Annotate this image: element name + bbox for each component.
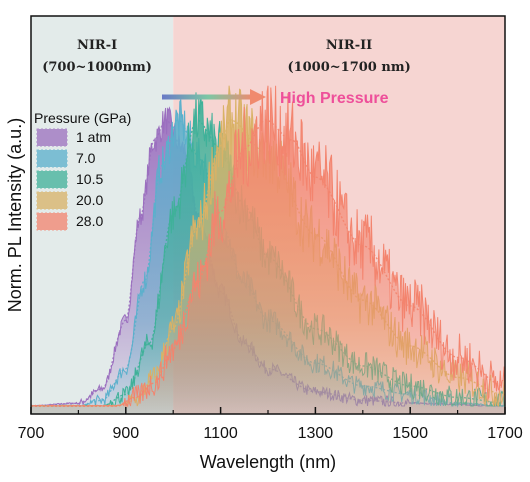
- region-label-nir-ii: NIR-II: [326, 38, 372, 53]
- x-tick-label: 900: [112, 425, 139, 442]
- axes-layer: 700 900 1100 1300 1500 1700: [18, 15, 523, 442]
- x-tick-label: 1100: [203, 425, 238, 442]
- series-line-28.0: [30, 85, 506, 408]
- legend-title: Pressure (GPa): [34, 110, 131, 126]
- legend-swatch-1-atm: [36, 128, 68, 147]
- region-label-nir-i: NIR-I: [77, 38, 117, 53]
- legend-label-10.5: 10.5: [76, 171, 103, 187]
- legend-label-20.0: 20.0: [76, 192, 103, 208]
- legend-swatch-20.0: [36, 191, 68, 210]
- x-tick-label: 700: [18, 425, 45, 442]
- legend: 1 atm 7.0 10.5 20.0 28.0: [36, 128, 111, 231]
- legend-swatch-28.0: [36, 212, 68, 231]
- x-tick-label: 1300: [298, 425, 334, 442]
- region-range-nir-i: (700~1000nm): [42, 60, 152, 75]
- text-layer: NIR-I (700~1000nm) NIR-II (1000~1700 nm)…: [5, 38, 411, 472]
- x-tick-label: 1500: [392, 425, 428, 442]
- high-pressure-annotation: High Pressure: [280, 90, 389, 107]
- region-range-nir-ii: (1000~1700 nm): [287, 60, 410, 75]
- series-area-28.0: [31, 85, 505, 414]
- series-fit-28.0: [31, 119, 506, 407]
- legend-label-28.0: 28.0: [76, 213, 103, 229]
- x-axis-title: Wavelength (nm): [200, 452, 336, 472]
- legend-swatch-10.5: [36, 170, 68, 189]
- legend-swatch-7.0: [36, 149, 68, 168]
- x-tick-label: 1700: [487, 425, 523, 442]
- pressure-arrow-head: [250, 89, 266, 105]
- series-area-7.0: [31, 99, 505, 414]
- pressure-arrow-shaft: [162, 94, 254, 100]
- legend-label-7.0: 7.0: [76, 150, 96, 166]
- y-axis-title: Norm. PL Intensity (a.u.): [5, 118, 25, 312]
- series-layer: [30, 85, 506, 415]
- legend-label-1-atm: 1 atm: [76, 129, 111, 145]
